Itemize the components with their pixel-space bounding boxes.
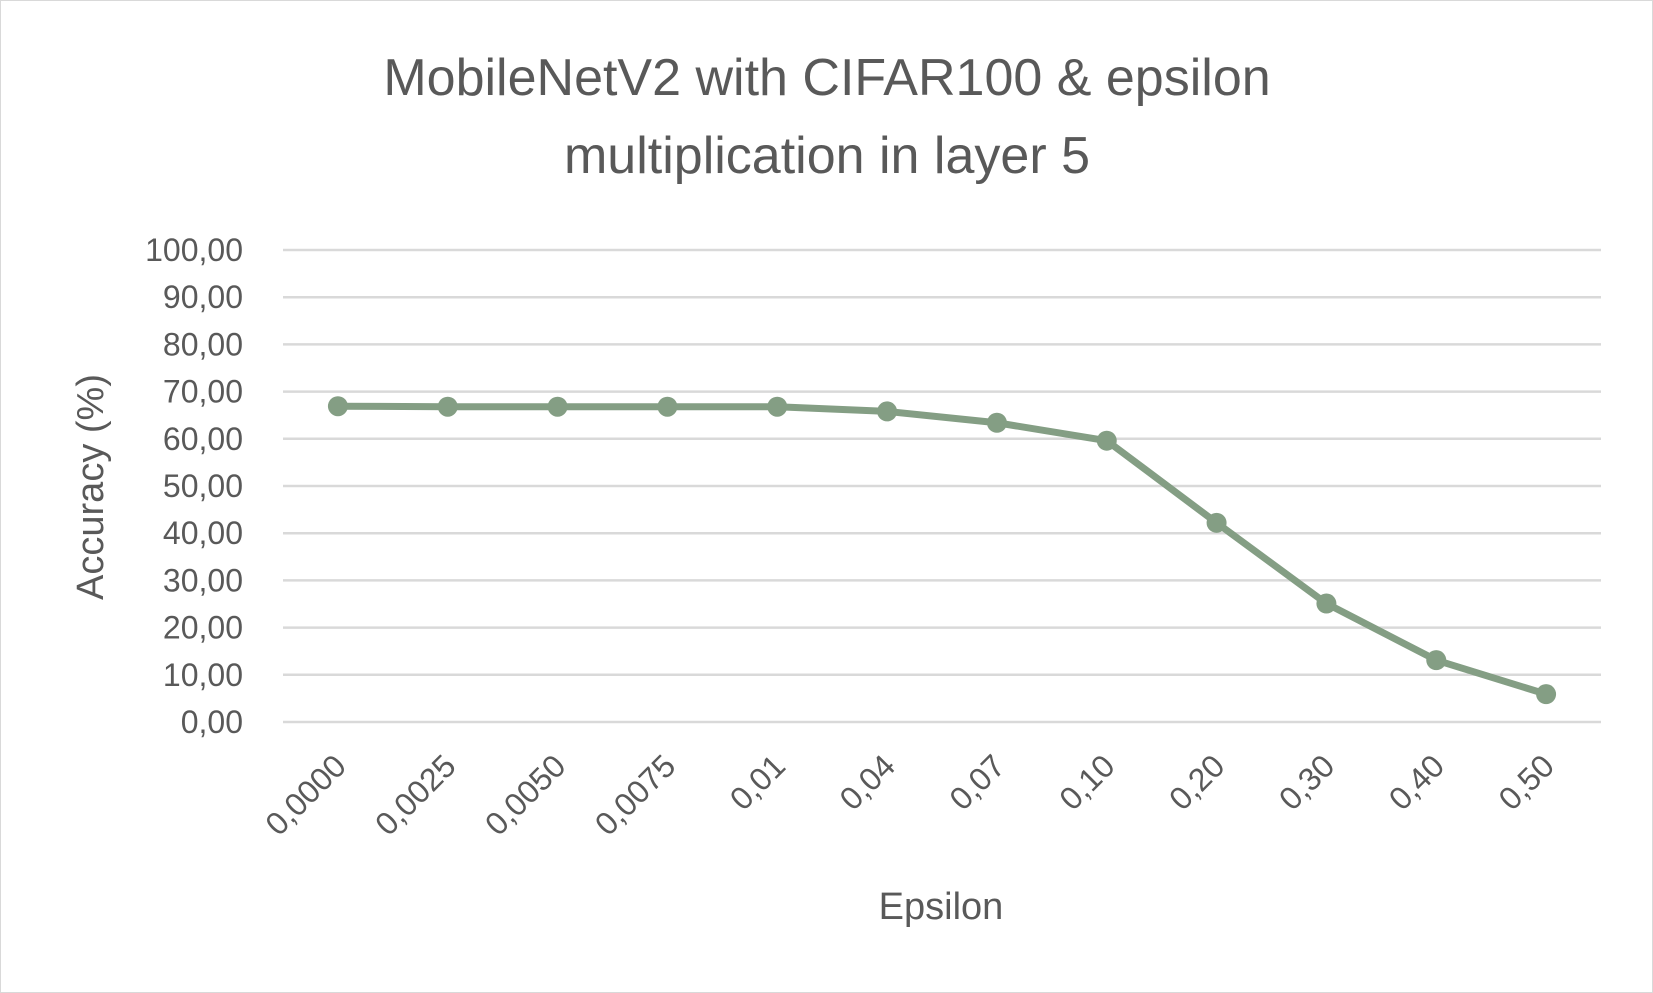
data-point [877, 401, 898, 422]
x-tick-label: 0,07 [942, 747, 1011, 816]
data-point [986, 412, 1007, 433]
data-point [1426, 650, 1447, 671]
x-tick-label: 0,0025 [368, 747, 463, 842]
chart-title-line-2: multiplication in layer 5 [564, 127, 1090, 185]
x-tick-label: 0,30 [1272, 747, 1341, 816]
x-axis-tick-labels: 0,0000 0,0025 0,0050 0,0075 0,01 0,04 0,07 0,10… [258, 747, 1561, 842]
y-axis-title: Accuracy (%) [70, 374, 112, 600]
y-tick-label: 60,00 [163, 421, 243, 457]
x-tick-label: 0,20 [1162, 747, 1231, 816]
chart-title-line-1: MobileNetV2 with CIFAR100 & epsilon [383, 49, 1270, 107]
y-axis-tick-labels: 0,00 10,00 20,00 30,00 40,00 50,00 60,00 70,00 8… [145, 232, 243, 740]
x-axis-title: Epsilon [879, 886, 1004, 928]
y-tick-label: 10,00 [163, 657, 243, 693]
data-point [657, 396, 678, 417]
x-tick-label: 0,01 [723, 747, 792, 816]
x-tick-label: 0,04 [833, 747, 902, 816]
x-tick-label: 0,0075 [588, 747, 683, 842]
data-point [1536, 684, 1557, 705]
y-tick-label: 30,00 [163, 562, 243, 598]
data-point [547, 396, 568, 417]
x-tick-label: 0,10 [1052, 747, 1121, 816]
data-point [437, 396, 458, 417]
y-tick-label: 20,00 [163, 610, 243, 646]
y-tick-label: 50,00 [163, 468, 243, 504]
series-line [334, 402, 1550, 698]
data-point [767, 396, 788, 417]
x-tick-label: 0,40 [1382, 747, 1451, 816]
y-tick-label: 100,00 [145, 232, 243, 268]
x-tick-label: 0,0000 [258, 747, 353, 842]
y-tick-label: 90,00 [163, 279, 243, 315]
data-series [327, 396, 1557, 705]
data-point [1096, 430, 1117, 451]
gridlines [283, 248, 1601, 724]
y-tick-label: 0,00 [181, 704, 243, 740]
x-tick-label: 0,50 [1492, 747, 1561, 816]
data-point [327, 396, 348, 417]
y-tick-label: 70,00 [163, 374, 243, 410]
data-point [1206, 512, 1227, 533]
y-tick-label: 40,00 [163, 515, 243, 551]
data-point [1316, 593, 1337, 614]
y-tick-label: 80,00 [163, 326, 243, 362]
x-tick-label: 0,0050 [478, 747, 573, 842]
